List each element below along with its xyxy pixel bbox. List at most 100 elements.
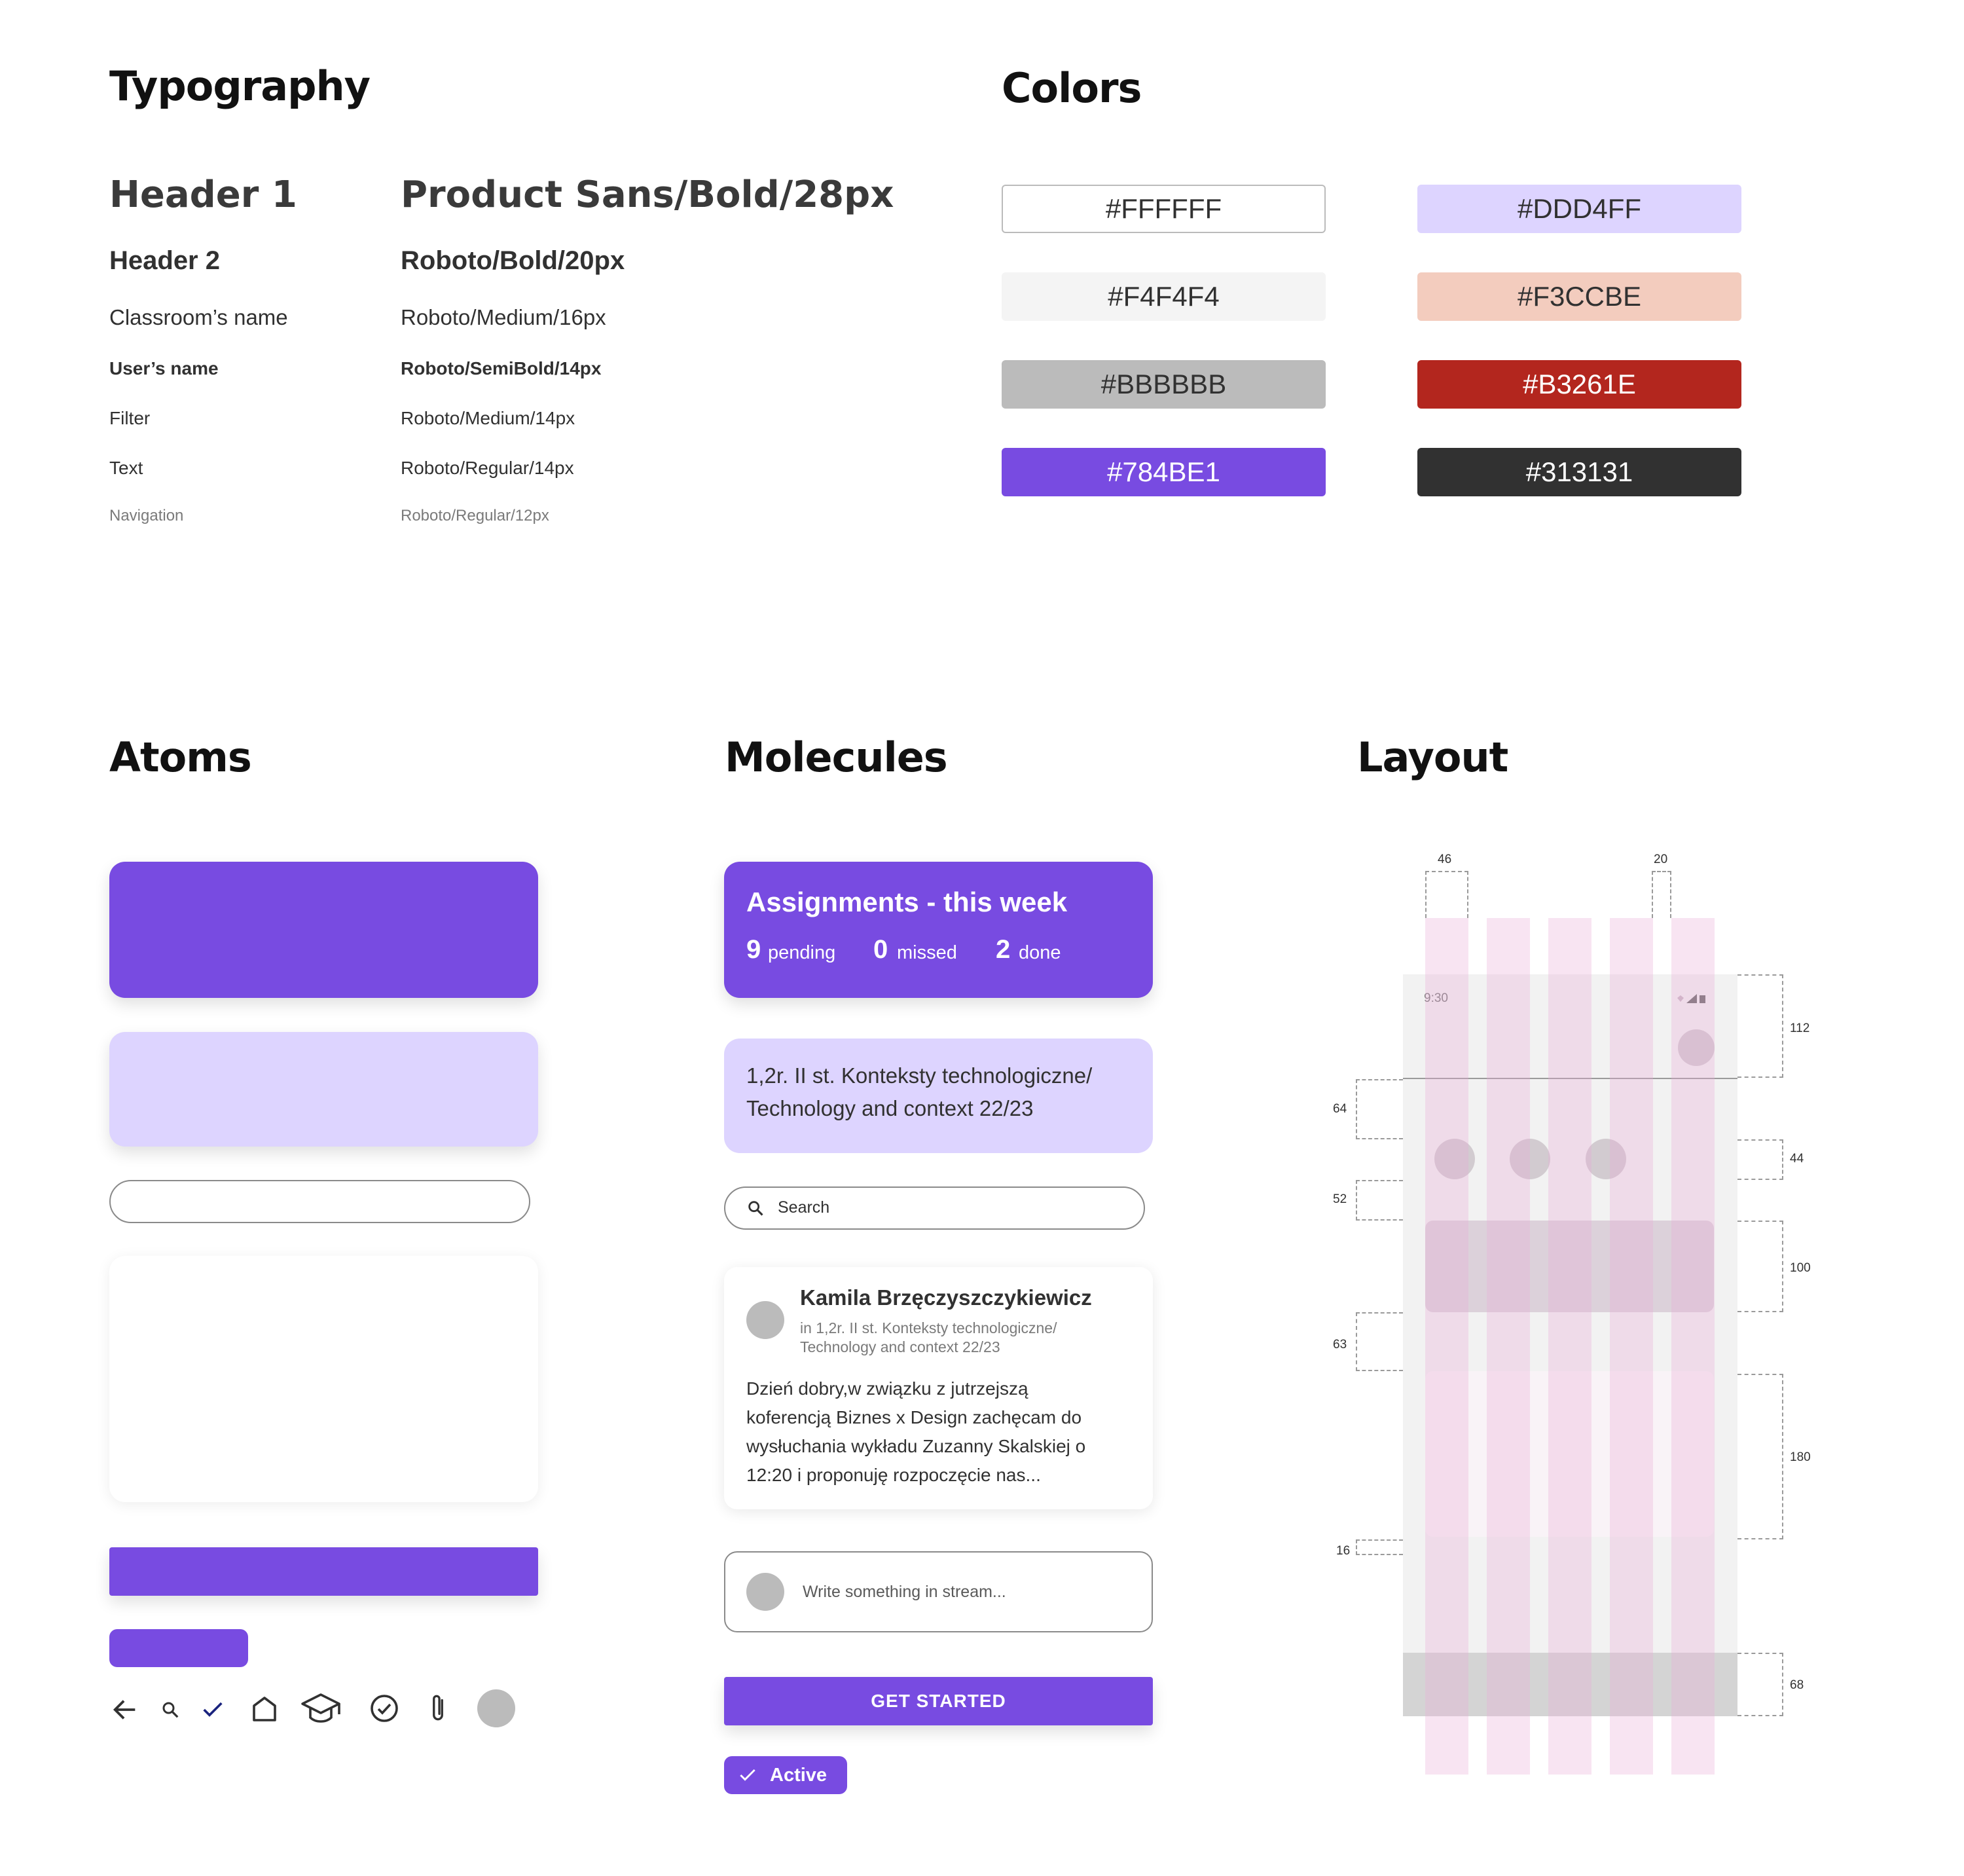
atom-post-card (109, 1256, 538, 1502)
atom-search-field[interactable] (109, 1180, 530, 1223)
post-context-line1: in 1,2r. II st. Konteksty technologiczne… (800, 1319, 1057, 1336)
classroom-name-line2: Technology and context 22/23 (746, 1096, 1034, 1120)
layout-grid-column (1425, 918, 1468, 1775)
search-bar[interactable]: Search (724, 1186, 1145, 1230)
home-icon[interactable] (249, 1693, 280, 1724)
assignments-title: Assignments - this week (746, 887, 1068, 917)
check-circle-icon[interactable] (369, 1693, 400, 1724)
dim-card-100 (1737, 1221, 1783, 1312)
search-icon[interactable] (160, 1700, 180, 1720)
dim-52 (1356, 1180, 1403, 1221)
typography-title: Typography (109, 62, 371, 110)
dim-nav-68 (1737, 1653, 1783, 1716)
dim-16 (1356, 1539, 1403, 1555)
type-spec: Roboto/Medium/16px (401, 305, 606, 329)
molecules-title: Molecules (725, 733, 948, 781)
color-swatch-gray: #BBBBBB (1002, 360, 1326, 409)
layout-grid-column (1671, 918, 1715, 1775)
done-label: done (1019, 942, 1061, 963)
dim-header-112 (1737, 974, 1783, 1078)
dim-label-180: 180 (1790, 1450, 1811, 1464)
post-body-line1: Dzień dobry,w związku z jutrzejszą (746, 1378, 1028, 1399)
classroom-card[interactable]: 1,2r. II st. Konteksty technologiczne/ T… (724, 1039, 1153, 1153)
atom-primary-card (109, 862, 538, 998)
paperclip-icon[interactable] (426, 1692, 450, 1725)
dim-label-16: 16 (1336, 1544, 1351, 1558)
post-context-line2: Technology and context 22/23 (800, 1338, 1000, 1355)
search-placeholder: Search (778, 1198, 830, 1217)
dim-label-46: 46 (1438, 853, 1452, 866)
type-spec: Product Sans/Bold/28px (401, 174, 894, 216)
type-spec: Roboto/Bold/20px (401, 246, 625, 275)
type-spec: Roboto/SemiBold/14px (401, 358, 602, 378)
layout-icon-circle (1510, 1139, 1550, 1179)
color-swatch-white: #FFFFFF (1002, 185, 1326, 233)
dim-64 (1356, 1079, 1403, 1139)
get-started-button[interactable]: GET STARTED (724, 1677, 1153, 1725)
dim-label-63: 63 (1333, 1338, 1347, 1352)
type-label: User’s name (109, 358, 219, 378)
arrow-back-icon[interactable] (110, 1695, 140, 1725)
layout-grid-column (1610, 918, 1653, 1775)
status-time: 9:30 (1424, 991, 1448, 1005)
color-swatch-dark: #313131 (1417, 448, 1741, 496)
type-spec: Roboto/Regular/12px (401, 507, 549, 524)
atoms-title: Atoms (109, 733, 252, 781)
atom-secondary-card (109, 1032, 538, 1147)
dim-label-64: 64 (1333, 1102, 1347, 1116)
type-label: Navigation (109, 507, 184, 524)
classroom-name-line1: 1,2r. II st. Konteksty technologiczne/ (746, 1063, 1093, 1088)
done-count: 2 (996, 935, 1011, 964)
avatar[interactable] (746, 1301, 784, 1339)
dim-63 (1356, 1312, 1403, 1371)
color-swatch-red: #B3261E (1417, 360, 1741, 409)
dim-label-100: 100 (1790, 1261, 1811, 1275)
assignments-summary-card[interactable]: Assignments - this week 9 pending 0 miss… (724, 862, 1153, 998)
type-label: Header 2 (109, 246, 220, 275)
layout-bottom-nav (1403, 1653, 1737, 1716)
layout-icon-circle (1434, 1139, 1475, 1179)
post-body-line2: koferencją Biznes x Design zachęcam do (746, 1407, 1082, 1427)
layout-profile-circle (1678, 1029, 1715, 1066)
dim-label-68: 68 (1790, 1678, 1804, 1692)
dim-label-20: 20 (1654, 853, 1668, 866)
missed-count: 0 (873, 935, 888, 964)
colors-title: Colors (1002, 64, 1142, 112)
dim-label-52: 52 (1333, 1192, 1347, 1206)
post-body-line3: wysłuchania wykładu Zuzanny Skalskiej o (746, 1436, 1086, 1456)
dim-label-112: 112 (1790, 1021, 1810, 1035)
color-swatch-lavender: #DDD4FF (1417, 185, 1741, 233)
layout-header-divider (1403, 1078, 1737, 1079)
active-chip-label: Active (770, 1765, 827, 1786)
type-spec: Roboto/Medium/14px (401, 408, 575, 428)
type-spec: Roboto/Regular/14px (401, 458, 574, 478)
type-label: Filter (109, 408, 151, 428)
layout-phone-frame (1403, 974, 1737, 1716)
post-author[interactable]: Kamila Brzęczyszczykiewicz (800, 1285, 1092, 1310)
layout-grid-column (1487, 918, 1530, 1775)
check-icon (740, 1769, 755, 1781)
check-icon[interactable] (200, 1697, 226, 1723)
post-body-line4: 12:20 i proponuję rozpoczęcie nas... (746, 1465, 1041, 1485)
type-label: Classroom’s name (109, 305, 288, 329)
color-swatch-peach: #F3CCBE (1417, 272, 1741, 321)
graduation-cap-icon[interactable] (300, 1691, 342, 1727)
layout-title: Layout (1357, 733, 1508, 781)
atom-chip[interactable] (109, 1629, 248, 1667)
avatar-placeholder-icon[interactable] (477, 1689, 515, 1727)
missed-label: missed (897, 942, 957, 963)
dim-margin-left (1425, 871, 1468, 918)
type-label: Text (109, 458, 143, 478)
stream-post-card[interactable]: Kamila Brzęczyszczykiewicz in 1,2r. II s… (724, 1267, 1153, 1509)
layout-post-block (1425, 1371, 1714, 1537)
type-label: Header 1 (109, 174, 297, 216)
active-chip[interactable]: Active (724, 1756, 847, 1794)
color-swatch-light-gray: #F4F4F4 (1002, 272, 1326, 321)
stream-composer[interactable]: Write something in stream... (724, 1551, 1153, 1632)
dim-icons-44 (1737, 1139, 1783, 1180)
dim-gutter (1652, 871, 1671, 918)
atom-primary-button[interactable] (109, 1547, 538, 1596)
layout-card-block (1425, 1221, 1714, 1312)
composer-placeholder: Write something in stream... (803, 1583, 1006, 1601)
pending-label: pending (768, 942, 836, 963)
